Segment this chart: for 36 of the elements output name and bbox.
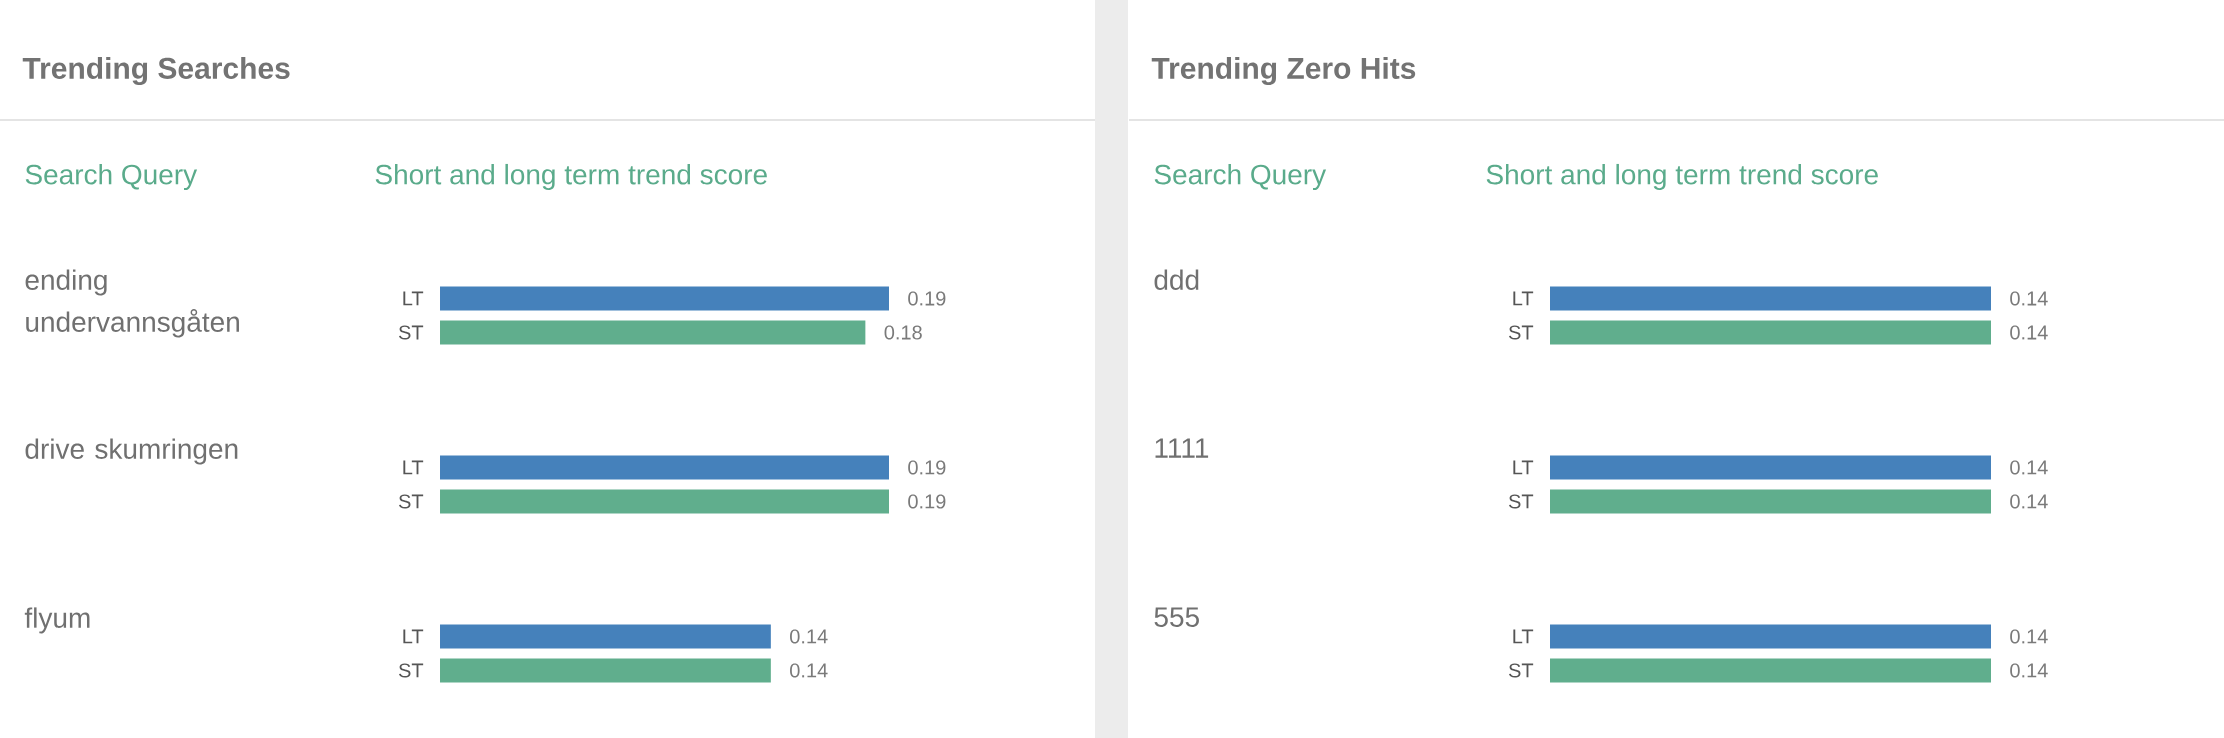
text: LT [403,629,424,644]
data-label: 0.14 [2010,291,2048,306]
text: ST [398,663,424,678]
y-tick-label: ending undervannsgåten [25,269,239,338]
text: LT [1513,460,1534,475]
y-axis-title: Search Query [1154,163,1327,191]
data-label: 0.14 [2010,460,2048,475]
data-label: 0.14 [790,629,828,644]
text: ST [1508,494,1534,509]
text: LT [1513,629,1534,644]
text: Trending Zero Hits [1151,56,1416,86]
x-axis-title: Short and long term trend score [375,163,767,191]
y-axis-title: Search Query [25,163,198,191]
y-tick-label: 1111 [1155,438,1209,458]
data-label: 0.14 [2010,629,2048,644]
x-axis-title: Short and long term trend score [1486,163,1878,191]
series-label: ST [398,325,424,340]
text: ST [398,494,424,509]
series-label: LT [1513,291,1534,306]
series-label: LT [403,291,424,306]
data-label: 0.18 [884,325,922,340]
text: Trending Searches [22,56,290,86]
text: LT [403,460,424,475]
data-label: 0.14 [2010,494,2048,509]
y-tick-label: flyum [24,607,90,634]
data-label: 0.19 [908,460,946,475]
data-label: 0.14 [2010,325,2048,340]
data-label: 0.19 [908,291,946,306]
series-label: ST [1508,325,1534,340]
y-tick-label: drive skumringen [25,438,238,465]
y-tick-label: 555 [1154,607,1199,627]
data-label: 0.14 [2010,663,2048,678]
text: ST [1508,663,1534,678]
data-label: 0.14 [790,663,828,678]
y-tick-label: ddd [1154,269,1199,290]
data-label: 0.19 [908,494,946,509]
